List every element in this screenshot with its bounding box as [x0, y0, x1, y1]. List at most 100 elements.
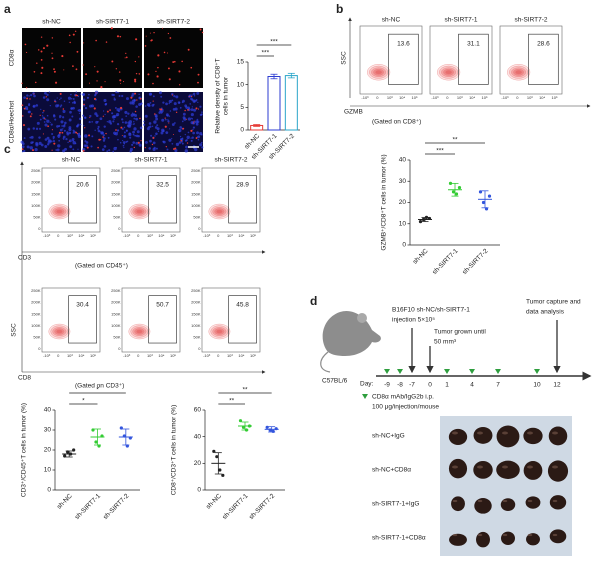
- cd8-signal: [164, 125, 167, 128]
- nucleus: [44, 123, 48, 127]
- flow-y-tick: 200K: [31, 300, 41, 305]
- cd8-signal: [22, 124, 26, 127]
- y-tick-label: 10: [399, 220, 407, 227]
- flow-y-tick: 50K: [113, 334, 120, 339]
- flow-x-tick: 10³: [147, 353, 153, 358]
- cd8-signal: [51, 57, 54, 60]
- axis-label: CD8: [18, 375, 31, 382]
- nucleus: [184, 133, 186, 136]
- nucleus: [94, 129, 96, 131]
- nucleus: [42, 96, 46, 99]
- timeline-note: injection 5×10⁵: [392, 317, 435, 324]
- axis-label: SSC: [341, 51, 348, 65]
- cd8-signal: [93, 107, 96, 110]
- nucleus: [62, 116, 65, 119]
- nucleus: [68, 101, 71, 103]
- contour: [216, 329, 223, 334]
- significance-label: *: [82, 398, 85, 405]
- tumor-highlight: [527, 431, 533, 435]
- flow-x-tick: 10³: [227, 233, 233, 238]
- panel-letter: c: [4, 142, 11, 156]
- cd8-signal: [83, 103, 85, 106]
- nucleus: [91, 121, 93, 123]
- flow-y-tick: 250K: [191, 288, 201, 293]
- flow-x-tick: -10³: [43, 233, 51, 238]
- nucleus: [179, 106, 182, 109]
- cd8-signal: [187, 48, 190, 51]
- cd8-signal: [40, 50, 43, 53]
- nucleus: [49, 104, 52, 107]
- nucleus: [132, 133, 135, 136]
- tumor-highlight: [552, 465, 558, 469]
- nucleus: [62, 135, 66, 139]
- tumor: [549, 495, 567, 510]
- nucleus: [33, 94, 36, 98]
- nucleus: [42, 111, 44, 114]
- day-tick: 0: [428, 382, 432, 389]
- nucleus: [46, 119, 50, 123]
- nucleus: [118, 95, 121, 98]
- nucleus: [189, 103, 192, 105]
- cd8-signal: [25, 51, 28, 54]
- nucleus: [84, 106, 88, 110]
- cd8-signal: [134, 78, 137, 81]
- nucleus: [128, 120, 133, 124]
- cd8-signal: [199, 28, 202, 31]
- y-tick-label: 20: [194, 460, 202, 467]
- cd8-signal: [125, 56, 128, 59]
- cd8-signal: [153, 32, 155, 34]
- data-point: [91, 428, 95, 432]
- nucleus: [129, 136, 132, 139]
- flow-plot: [41, 167, 101, 233]
- cd8-signal: [93, 97, 97, 101]
- nucleus: [72, 139, 74, 142]
- cd8-signal: [31, 149, 35, 152]
- nucleus: [193, 95, 196, 97]
- nucleus: [169, 110, 172, 112]
- nucleus: [29, 146, 33, 150]
- cd8-signal: [134, 60, 137, 63]
- cd8-signal: [138, 56, 140, 58]
- nucleus: [156, 124, 159, 127]
- y-tick-label: 20: [399, 199, 407, 206]
- cd8-signal: [130, 96, 133, 99]
- flow-x-tick: 0: [137, 353, 140, 358]
- significance-label: **: [452, 137, 458, 144]
- cd8-signal: [37, 49, 40, 51]
- flow-y-tick: 200K: [111, 300, 121, 305]
- flow-x-tick: 0: [446, 95, 449, 100]
- nucleus: [106, 150, 109, 153]
- nucleus: [135, 105, 138, 108]
- nucleus: [85, 141, 89, 144]
- nucleus: [40, 143, 44, 147]
- nucleus: [44, 145, 48, 148]
- cd8-signal: [168, 122, 170, 124]
- y-tick-label: 0: [197, 487, 201, 494]
- cd8-signal: [152, 100, 154, 102]
- nucleus: [132, 141, 135, 144]
- nucleus: [126, 140, 129, 142]
- cd8-signal: [185, 118, 187, 120]
- day-tick: 4: [470, 382, 474, 389]
- cd8-signal: [149, 32, 151, 34]
- nucleus: [196, 118, 199, 121]
- nucleus: [113, 98, 117, 101]
- injection-marker: [534, 369, 540, 374]
- nucleus: [63, 100, 66, 103]
- y-axis-label: Relative density of CD8⁺T: [215, 58, 222, 133]
- flow-x-tick: -10³: [123, 353, 131, 358]
- nucleus: [46, 114, 49, 117]
- legend-text: CD8α mAb/IgG2b i.p.: [372, 394, 434, 401]
- nucleus: [123, 131, 126, 134]
- nucleus: [34, 148, 38, 152]
- nucleus: [124, 110, 128, 114]
- nucleus: [97, 129, 101, 133]
- nucleus: [148, 122, 152, 125]
- cd8-signal: [180, 140, 182, 142]
- y-tick-label: 10: [237, 81, 245, 88]
- nucleus: [175, 142, 180, 147]
- cd8-signal: [40, 72, 43, 75]
- y-axis-label: cells in tumor: [223, 76, 230, 115]
- cd8-signal: [197, 108, 200, 110]
- flow-plot: [121, 167, 181, 233]
